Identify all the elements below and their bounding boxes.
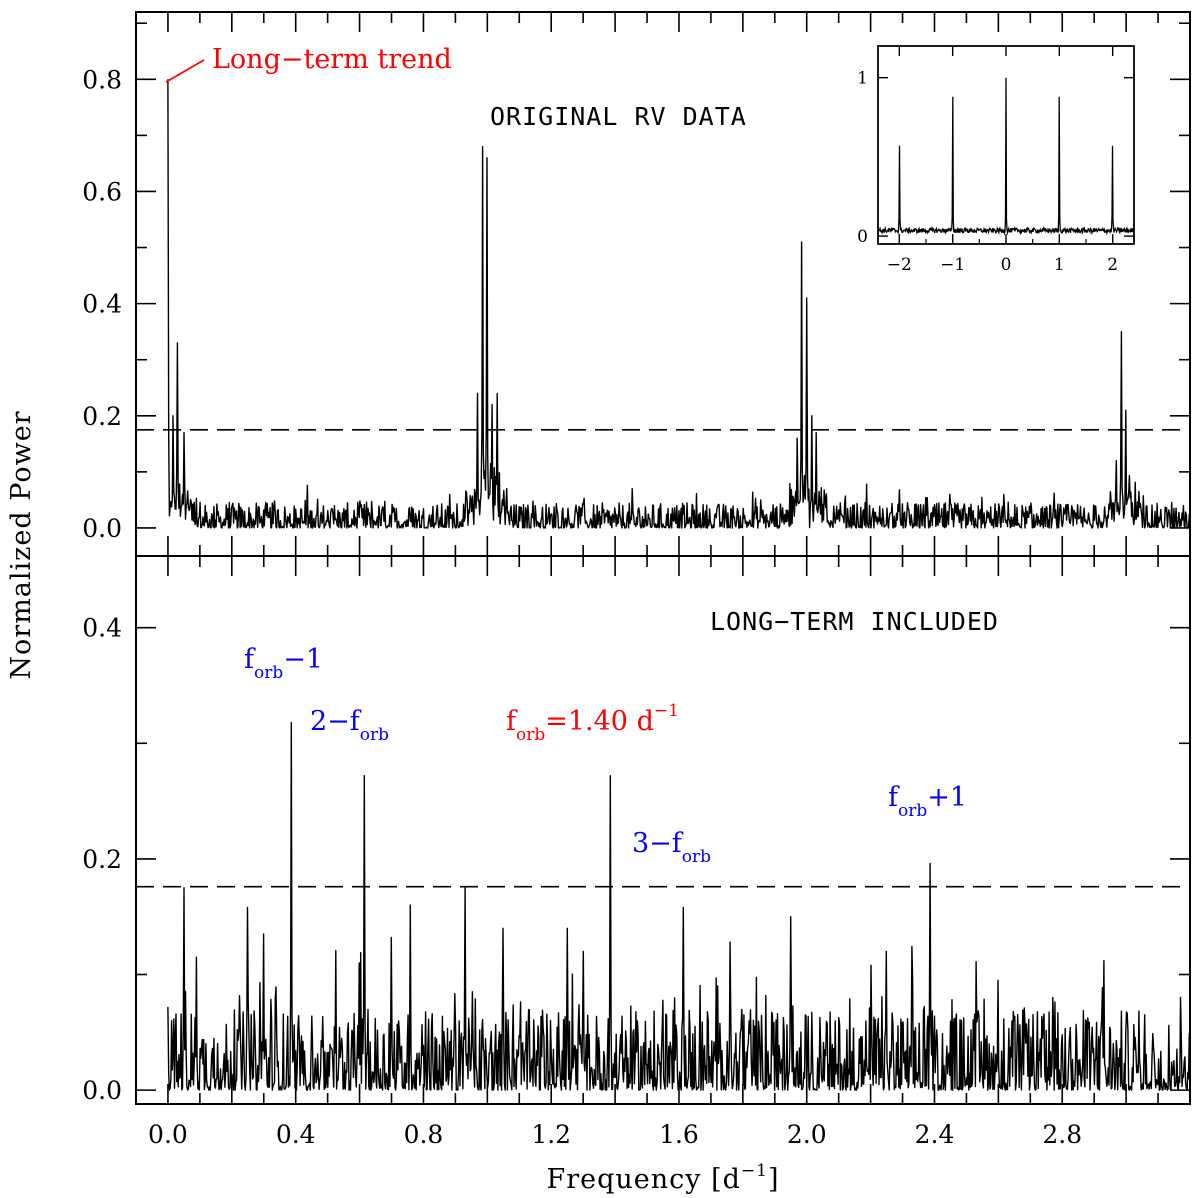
bottom-panel-frame bbox=[135, 555, 1191, 1105]
annot-2-minus-forb-sub: orb bbox=[360, 725, 389, 745]
x-axis-label-sup: −1 bbox=[741, 1161, 768, 1181]
inset-x-tick-label: 1 bbox=[1054, 255, 1065, 275]
annot-forb-minus-1-sub: orb bbox=[254, 663, 283, 683]
top-y-ticks: 0.0 0.2 0.4 0.6 0.8 bbox=[82, 22, 1190, 543]
annot-forb-plus-1: forb+1 bbox=[888, 782, 967, 821]
x-axis-label-base: Frequency [d bbox=[546, 1164, 740, 1195]
annot-forb-plus-1-sub: orb bbox=[898, 801, 927, 821]
inset-power-curve bbox=[877, 77, 1135, 236]
inset-window-plot: −2 −1 0 1 2 0 1 bbox=[857, 45, 1135, 275]
top-panel-title: ORIGINAL RV DATA bbox=[490, 102, 747, 131]
trend-annotation: Long−term trend bbox=[212, 44, 452, 75]
y-axis-label: Normalized Power bbox=[6, 410, 37, 679]
inset-y-tick-label: 1 bbox=[857, 69, 868, 89]
annot-forb-plus-1-main: f bbox=[888, 782, 900, 813]
trend-annotation-pointer bbox=[165, 59, 205, 83]
bottom-y-tick-label: 0.2 bbox=[82, 845, 122, 874]
inset-x-tick-label: −1 bbox=[940, 255, 965, 275]
inset-x-tick-label: −2 bbox=[887, 255, 912, 275]
top-y-tick-label: 0.0 bbox=[82, 514, 122, 543]
annot-2-minus-forb-main: 2−f bbox=[310, 706, 362, 737]
annot-forb-value-sub: orb bbox=[516, 725, 545, 745]
x-tick-label: 2.8 bbox=[1042, 1120, 1082, 1149]
x-axis-label: Frequency [d−1] bbox=[546, 1161, 779, 1195]
inset-y-tick-label: 0 bbox=[857, 227, 868, 247]
bottom-panel-title: LONG−TERM INCLUDED bbox=[710, 607, 999, 636]
bottom-panel: 0.0 0.2 0.4 0.0 0.4 0.8 1.2 1.6 2.0 2.4 2.8 LONG−… bbox=[82, 555, 1191, 1149]
annot-forb-minus-1-main: f bbox=[244, 644, 256, 675]
x-tick-label: 0.4 bbox=[276, 1120, 316, 1149]
x-tick-label: 2.0 bbox=[787, 1120, 827, 1149]
top-y-tick-label: 0.6 bbox=[82, 177, 122, 206]
top-panel: 0.0 0.2 0.4 0.6 0.8 ORIGINAL RV DATA Long−te… bbox=[82, 11, 1191, 557]
annot-forb-minus-1: forb−1 bbox=[244, 644, 323, 683]
annot-3-minus-forb-sub: orb bbox=[682, 847, 711, 867]
top-x-ticks bbox=[167, 12, 1159, 556]
annot-forb-value-sup: −1 bbox=[654, 701, 679, 721]
x-axis-label-end: ] bbox=[768, 1164, 780, 1195]
x-tick-label: 0.0 bbox=[148, 1120, 188, 1149]
annot-forb-value: forb=1.40 d−1 bbox=[506, 701, 679, 745]
bottom-power-curve bbox=[167, 721, 1191, 1091]
annot-forb-minus-1-after: −1 bbox=[283, 644, 323, 675]
top-y-tick-label: 0.4 bbox=[82, 290, 122, 319]
inset-x-tick-label: 0 bbox=[1001, 255, 1012, 275]
bottom-y-tick-label: 0.4 bbox=[82, 614, 122, 643]
bottom-x-ticks: 0.0 0.4 0.8 1.2 1.6 2.0 2.4 2.8 bbox=[148, 556, 1159, 1149]
annot-forb-value-main: f bbox=[506, 706, 518, 737]
annot-3-minus-forb: 3−forb bbox=[632, 828, 711, 867]
bottom-y-ticks: 0.0 0.2 0.4 bbox=[82, 614, 1190, 1105]
x-tick-label: 1.2 bbox=[531, 1120, 571, 1149]
top-y-tick-label: 0.8 bbox=[82, 65, 122, 94]
x-tick-label: 2.4 bbox=[915, 1120, 955, 1149]
inset-x-tick-label: 2 bbox=[1107, 255, 1118, 275]
inset-ticks: −2 −1 0 1 2 0 1 bbox=[857, 46, 1134, 275]
x-tick-label: 0.8 bbox=[404, 1120, 444, 1149]
top-y-tick-label: 0.2 bbox=[82, 402, 122, 431]
annot-forb-value-after: =1.40 d bbox=[545, 706, 654, 737]
top-power-curve bbox=[167, 79, 1191, 529]
annot-2-minus-forb: 2−forb bbox=[310, 706, 389, 745]
x-tick-label: 1.6 bbox=[659, 1120, 699, 1149]
annot-forb-plus-1-after: +1 bbox=[927, 782, 967, 813]
bottom-y-tick-label: 0.0 bbox=[82, 1076, 122, 1105]
annot-3-minus-forb-main: 3−f bbox=[632, 828, 684, 859]
